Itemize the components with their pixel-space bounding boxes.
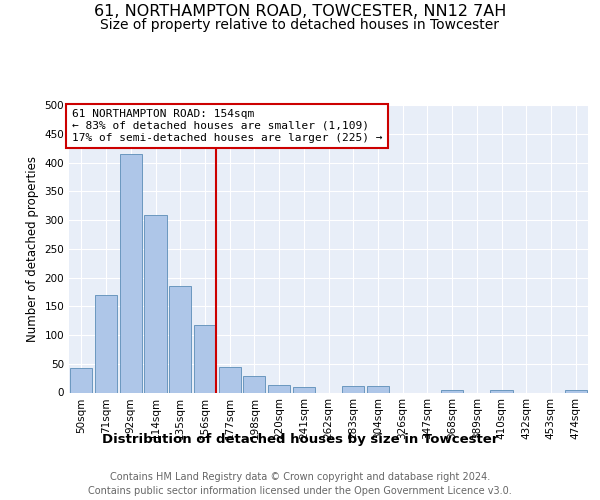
Bar — [367, 386, 389, 392]
Bar — [342, 386, 364, 392]
Text: 61 NORTHAMPTON ROAD: 154sqm
← 83% of detached houses are smaller (1,109)
17% of : 61 NORTHAMPTON ROAD: 154sqm ← 83% of det… — [71, 110, 382, 142]
Bar — [293, 387, 315, 392]
Bar — [194, 324, 216, 392]
Bar — [565, 390, 587, 392]
Bar — [490, 390, 512, 392]
Y-axis label: Number of detached properties: Number of detached properties — [26, 156, 39, 342]
Bar — [441, 390, 463, 392]
Text: 61, NORTHAMPTON ROAD, TOWCESTER, NN12 7AH: 61, NORTHAMPTON ROAD, TOWCESTER, NN12 7A… — [94, 4, 506, 18]
Bar — [169, 286, 191, 393]
Bar — [70, 368, 92, 392]
Bar — [119, 154, 142, 392]
Bar — [243, 376, 265, 392]
Bar — [218, 366, 241, 392]
Bar — [145, 216, 167, 392]
Bar — [95, 295, 117, 392]
Text: Distribution of detached houses by size in Towcester: Distribution of detached houses by size … — [102, 432, 498, 446]
Text: Contains HM Land Registry data © Crown copyright and database right 2024.
Contai: Contains HM Land Registry data © Crown c… — [88, 472, 512, 496]
Bar — [268, 385, 290, 392]
Text: Size of property relative to detached houses in Towcester: Size of property relative to detached ho… — [101, 18, 499, 32]
